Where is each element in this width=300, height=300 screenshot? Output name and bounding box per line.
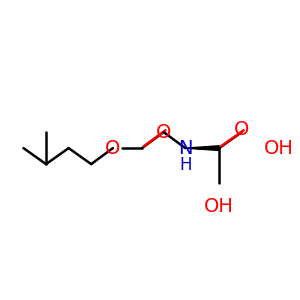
- Text: OH: OH: [204, 197, 234, 216]
- Text: O: O: [234, 120, 249, 139]
- Text: H: H: [179, 156, 192, 174]
- Text: N: N: [178, 139, 193, 158]
- Text: OH: OH: [264, 139, 294, 158]
- Text: O: O: [156, 123, 171, 142]
- Text: O: O: [105, 139, 121, 158]
- Polygon shape: [185, 146, 219, 151]
